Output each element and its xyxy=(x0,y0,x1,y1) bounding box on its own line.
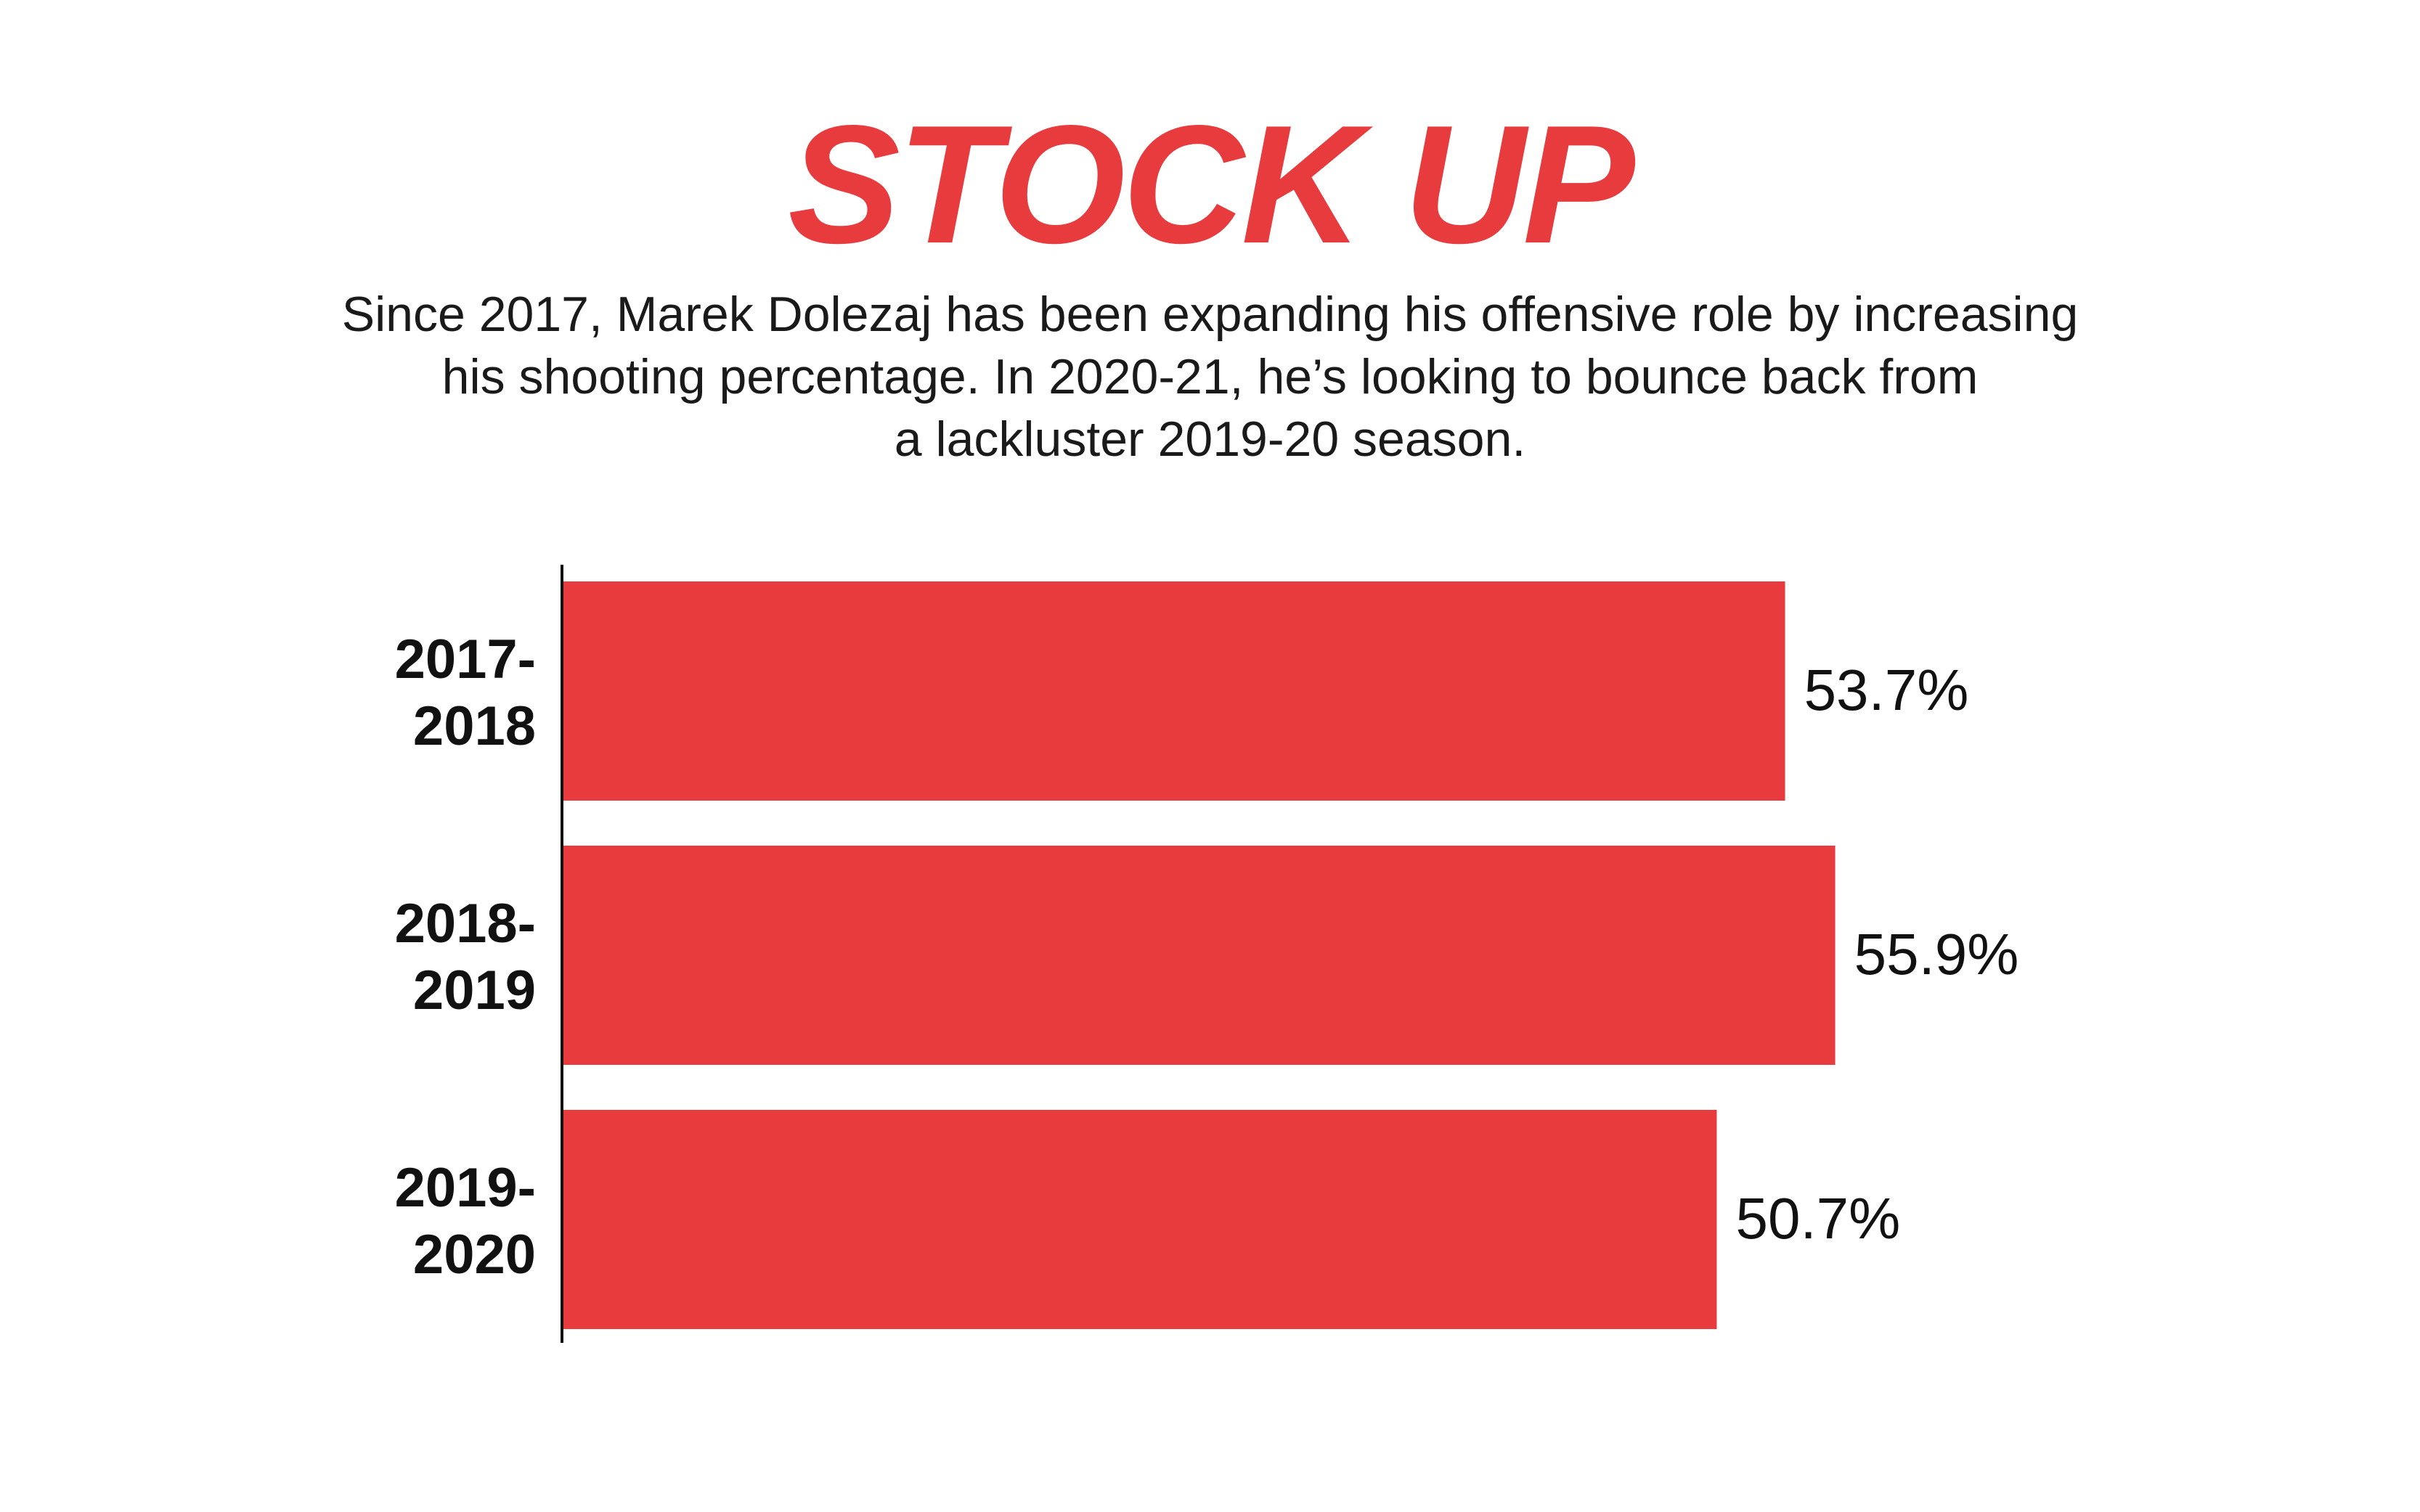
subtitle-line-3: a lackluster 2019-20 season. xyxy=(894,412,1526,467)
value-label-1: 53.7% xyxy=(1804,658,1969,722)
category-label-3-line-1: 2019- xyxy=(395,1157,536,1219)
subtitle-line-1: Since 2017, Marek Dolezaj has been expan… xyxy=(341,287,2079,342)
bar-1 xyxy=(563,581,1785,801)
value-label-3: 50.7% xyxy=(1735,1186,1900,1251)
chart-title: STOCK UP xyxy=(788,91,1635,279)
category-label-2-line-2: 2019 xyxy=(413,960,536,1021)
bar-2 xyxy=(563,846,1836,1065)
chart-subtitle: Since 2017, Marek Dolezaj has been expan… xyxy=(276,283,2144,470)
category-label-2-line-1: 2018- xyxy=(395,893,536,955)
bar-3 xyxy=(563,1110,1717,1329)
category-label-1-line-1: 2017- xyxy=(395,629,536,690)
category-label-1-line-2: 2018 xyxy=(413,695,536,757)
category-label-3-line-2: 2020 xyxy=(413,1224,536,1286)
subtitle-line-2: his shooting percentage. In 2020-21, he’… xyxy=(441,349,1979,404)
value-label-2: 55.9% xyxy=(1854,922,2019,986)
